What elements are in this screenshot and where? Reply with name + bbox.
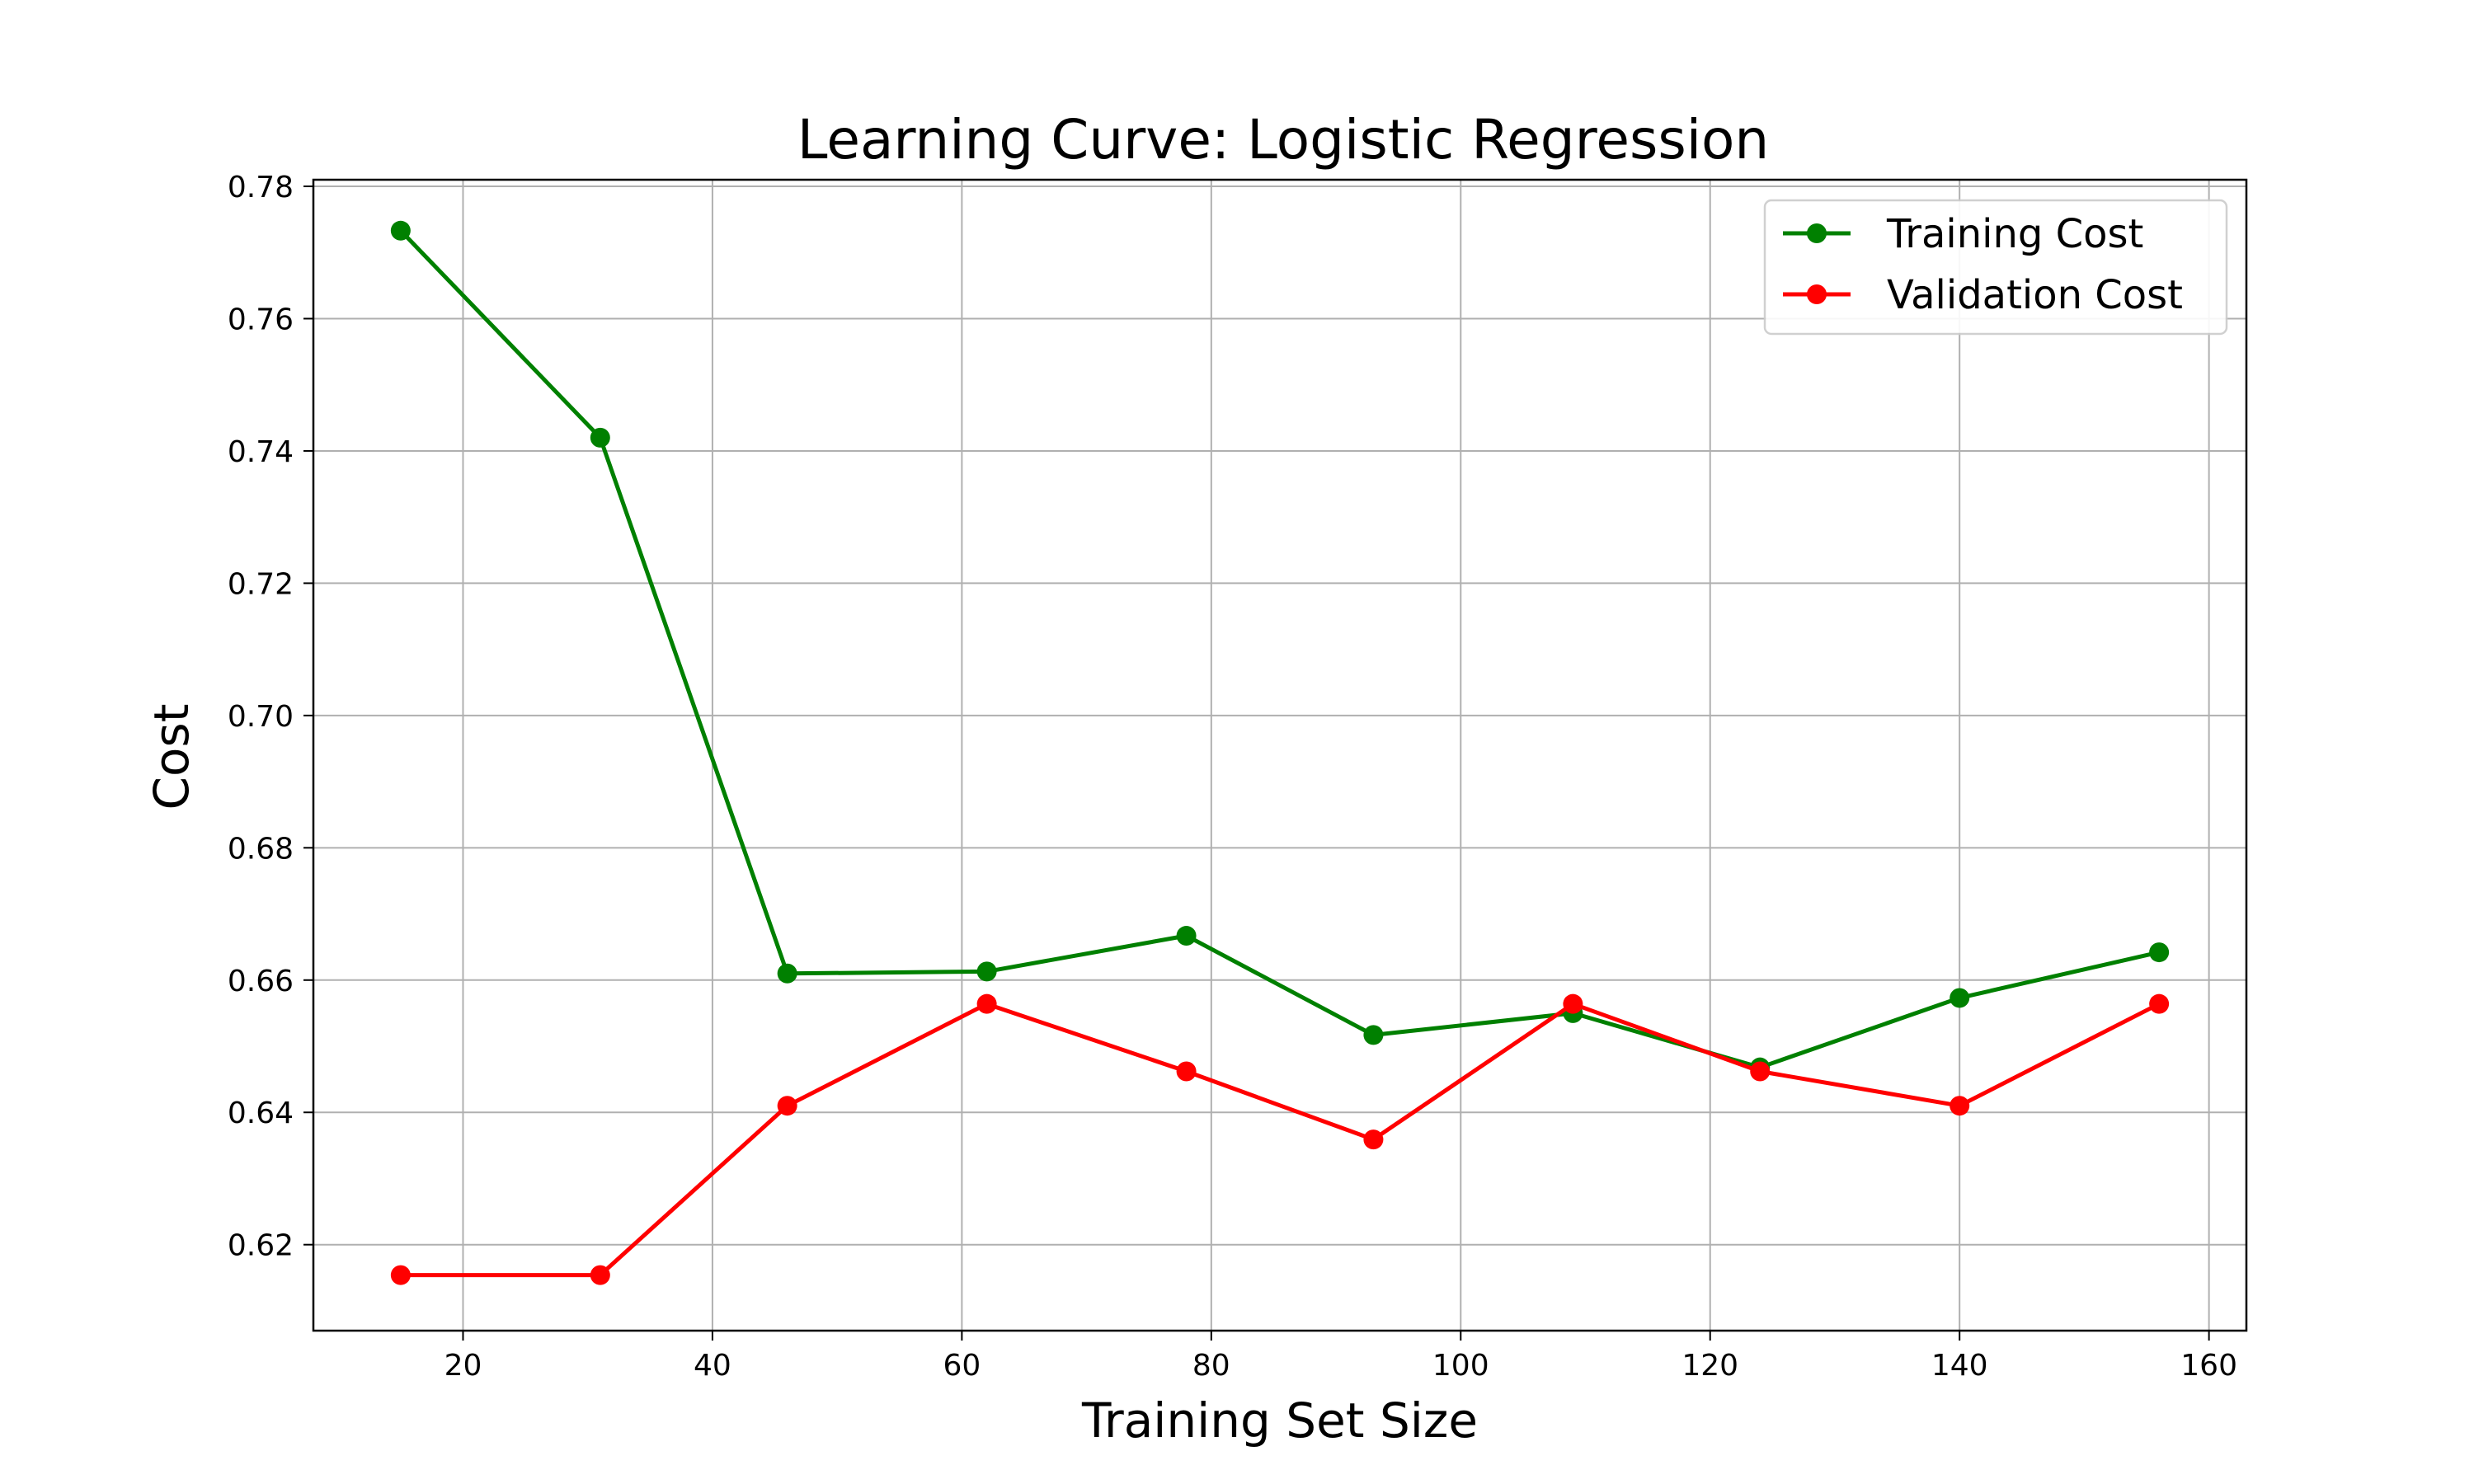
y-tick-label: 0.70 bbox=[228, 700, 294, 734]
x-tick-label: 140 bbox=[1931, 1349, 1988, 1383]
y-tick-label: 0.64 bbox=[228, 1097, 294, 1130]
training-cost-series bbox=[390, 220, 2170, 1078]
legend: Training Cost Validation Cost bbox=[1763, 199, 2228, 336]
validation-cost-point bbox=[976, 993, 997, 1014]
validation-cost-point bbox=[1176, 1061, 1197, 1082]
y-tick-label: 0.68 bbox=[228, 832, 294, 866]
x-tick-label: 40 bbox=[694, 1349, 731, 1383]
x-axis-label: Training Set Size bbox=[1081, 1392, 1478, 1449]
x-tick-label: 80 bbox=[1192, 1349, 1230, 1383]
validation-cost-point bbox=[777, 1096, 797, 1116]
y-tick-label: 0.66 bbox=[228, 965, 294, 998]
x-tick-label: 60 bbox=[943, 1349, 981, 1383]
training-cost-point bbox=[590, 427, 610, 448]
validation-cost-point bbox=[590, 1265, 610, 1285]
legend-label: Training Cost bbox=[1886, 211, 2143, 257]
validation-cost-point bbox=[1563, 993, 1583, 1014]
training-cost-point bbox=[2149, 942, 2170, 963]
axis-ticks: 20 40 60 80 100 120 140 160 0.62 0.64 0.66 0.68 0.70… bbox=[228, 171, 2237, 1383]
validation-cost-line bbox=[400, 1002, 2161, 1278]
training-cost-point bbox=[1363, 1025, 1384, 1045]
training-cost-point bbox=[1176, 926, 1197, 946]
y-tick-label: 0.78 bbox=[228, 171, 294, 204]
legend-marker bbox=[1807, 284, 1827, 304]
validation-cost-point bbox=[390, 1265, 411, 1285]
x-tick-label: 20 bbox=[444, 1349, 482, 1383]
legend-entry-validation-cost: Validation Cost bbox=[1783, 272, 2183, 318]
legend-marker bbox=[1807, 223, 1827, 243]
validation-cost-series bbox=[390, 993, 2170, 1285]
y-tick-label: 0.72 bbox=[228, 567, 294, 601]
x-tick-label: 120 bbox=[1681, 1349, 1738, 1383]
validation-cost-point bbox=[1750, 1061, 1771, 1082]
validation-cost-point bbox=[2149, 993, 2170, 1014]
training-cost-point bbox=[976, 961, 997, 982]
series-layer bbox=[390, 220, 2170, 1285]
y-tick-label: 0.74 bbox=[228, 435, 294, 469]
x-tick-label: 160 bbox=[2180, 1349, 2237, 1383]
validation-cost-point bbox=[1950, 1096, 1970, 1116]
legend-entry-training-cost: Training Cost bbox=[1783, 211, 2143, 257]
y-tick-label: 0.62 bbox=[228, 1229, 294, 1263]
y-axis-label: Cost bbox=[143, 704, 200, 810]
training-cost-point bbox=[390, 220, 411, 241]
y-tick-label: 0.76 bbox=[228, 303, 294, 336]
training-cost-line bbox=[399, 229, 2160, 1070]
legend-box bbox=[1763, 199, 2228, 336]
chart-title: Learning Curve: Logistic Regression bbox=[797, 108, 1770, 171]
legend-label: Validation Cost bbox=[1887, 272, 2183, 318]
training-cost-point bbox=[1950, 988, 1970, 1008]
x-tick-label: 100 bbox=[1432, 1349, 1489, 1383]
plot-area-frame bbox=[312, 178, 2248, 1332]
training-cost-point bbox=[777, 963, 797, 984]
validation-cost-point bbox=[1363, 1129, 1384, 1150]
